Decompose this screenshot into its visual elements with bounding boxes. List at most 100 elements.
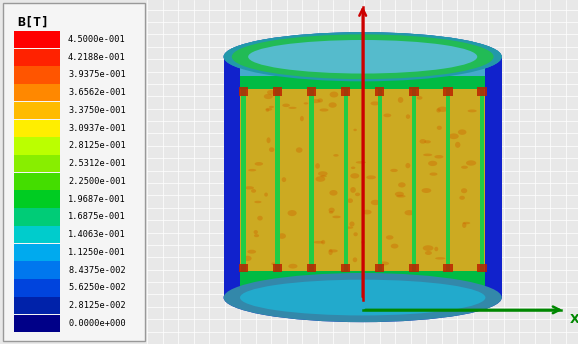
- Bar: [14, 49, 60, 66]
- Ellipse shape: [434, 247, 438, 251]
- Ellipse shape: [278, 233, 286, 239]
- Ellipse shape: [428, 161, 437, 166]
- Ellipse shape: [417, 96, 423, 100]
- Ellipse shape: [334, 154, 339, 157]
- Bar: [443, 264, 453, 272]
- Ellipse shape: [458, 129, 466, 135]
- Ellipse shape: [247, 250, 256, 254]
- Ellipse shape: [318, 171, 328, 176]
- Text: 1.9687e-001: 1.9687e-001: [68, 194, 126, 204]
- Bar: [14, 191, 60, 208]
- Text: 2.2500e-001: 2.2500e-001: [68, 177, 126, 186]
- Ellipse shape: [265, 108, 272, 111]
- Ellipse shape: [329, 92, 338, 98]
- Bar: [14, 226, 60, 244]
- Ellipse shape: [257, 216, 263, 221]
- Ellipse shape: [390, 169, 398, 172]
- Ellipse shape: [468, 109, 477, 112]
- Ellipse shape: [355, 193, 360, 196]
- Bar: [412, 89, 416, 271]
- Ellipse shape: [370, 101, 380, 105]
- Bar: [14, 119, 60, 137]
- Bar: [341, 264, 350, 272]
- Ellipse shape: [329, 190, 338, 196]
- Bar: [375, 264, 384, 272]
- Bar: [14, 137, 60, 155]
- Text: 4.2188e-001: 4.2188e-001: [68, 53, 126, 62]
- Ellipse shape: [398, 97, 403, 103]
- Ellipse shape: [349, 222, 354, 227]
- Ellipse shape: [346, 226, 353, 229]
- Bar: [309, 89, 314, 271]
- Ellipse shape: [406, 114, 410, 119]
- Ellipse shape: [425, 251, 432, 255]
- Text: 4.5000e-001: 4.5000e-001: [68, 35, 126, 44]
- Ellipse shape: [423, 245, 434, 251]
- Ellipse shape: [353, 257, 357, 262]
- Bar: [409, 87, 418, 96]
- Text: 3.0937e-001: 3.0937e-001: [68, 123, 126, 132]
- Ellipse shape: [332, 216, 341, 218]
- Bar: [307, 87, 316, 96]
- Ellipse shape: [462, 222, 470, 224]
- Bar: [446, 89, 450, 271]
- Ellipse shape: [421, 188, 431, 193]
- Text: B[T]: B[T]: [17, 16, 49, 29]
- Ellipse shape: [370, 200, 380, 205]
- Text: 3.9375e-001: 3.9375e-001: [68, 70, 126, 79]
- Ellipse shape: [287, 210, 297, 216]
- Ellipse shape: [264, 94, 273, 99]
- Text: 5.6250e-002: 5.6250e-002: [68, 283, 126, 292]
- Bar: [240, 271, 486, 286]
- Ellipse shape: [436, 108, 441, 112]
- Text: 2.5312e-001: 2.5312e-001: [68, 159, 126, 168]
- Ellipse shape: [329, 211, 334, 214]
- Bar: [240, 76, 486, 298]
- Ellipse shape: [429, 172, 438, 176]
- Ellipse shape: [424, 140, 431, 143]
- Ellipse shape: [435, 155, 443, 159]
- Ellipse shape: [395, 192, 404, 196]
- Bar: [14, 244, 60, 261]
- Text: 2.8125e-001: 2.8125e-001: [68, 141, 126, 150]
- Ellipse shape: [361, 241, 365, 244]
- Ellipse shape: [300, 116, 304, 121]
- Ellipse shape: [310, 99, 321, 103]
- Bar: [14, 31, 60, 48]
- Ellipse shape: [462, 223, 466, 228]
- Ellipse shape: [281, 177, 286, 182]
- Ellipse shape: [240, 280, 486, 315]
- Ellipse shape: [460, 196, 465, 200]
- Ellipse shape: [353, 232, 358, 236]
- Bar: [341, 87, 350, 96]
- Ellipse shape: [269, 106, 274, 108]
- Ellipse shape: [316, 176, 325, 182]
- Ellipse shape: [282, 104, 290, 107]
- Text: 1.6875e-001: 1.6875e-001: [68, 212, 126, 221]
- Text: 1.4063e-001: 1.4063e-001: [68, 230, 126, 239]
- Ellipse shape: [383, 114, 391, 117]
- Bar: [14, 155, 60, 172]
- Ellipse shape: [466, 160, 476, 166]
- Ellipse shape: [379, 261, 389, 266]
- Ellipse shape: [405, 210, 414, 215]
- Ellipse shape: [288, 264, 298, 269]
- Ellipse shape: [438, 107, 448, 112]
- Bar: [377, 89, 382, 271]
- Ellipse shape: [366, 175, 376, 179]
- Ellipse shape: [320, 108, 328, 111]
- Bar: [343, 89, 348, 271]
- Ellipse shape: [224, 32, 502, 82]
- Text: 0.0000e+000: 0.0000e+000: [68, 319, 126, 328]
- Bar: [443, 87, 453, 96]
- Bar: [14, 297, 60, 314]
- Ellipse shape: [315, 163, 320, 169]
- Bar: [14, 66, 60, 84]
- Ellipse shape: [254, 201, 261, 203]
- Bar: [14, 279, 60, 297]
- Ellipse shape: [449, 133, 459, 139]
- Bar: [239, 87, 248, 96]
- Ellipse shape: [251, 189, 256, 193]
- Ellipse shape: [269, 147, 275, 152]
- Bar: [375, 87, 384, 96]
